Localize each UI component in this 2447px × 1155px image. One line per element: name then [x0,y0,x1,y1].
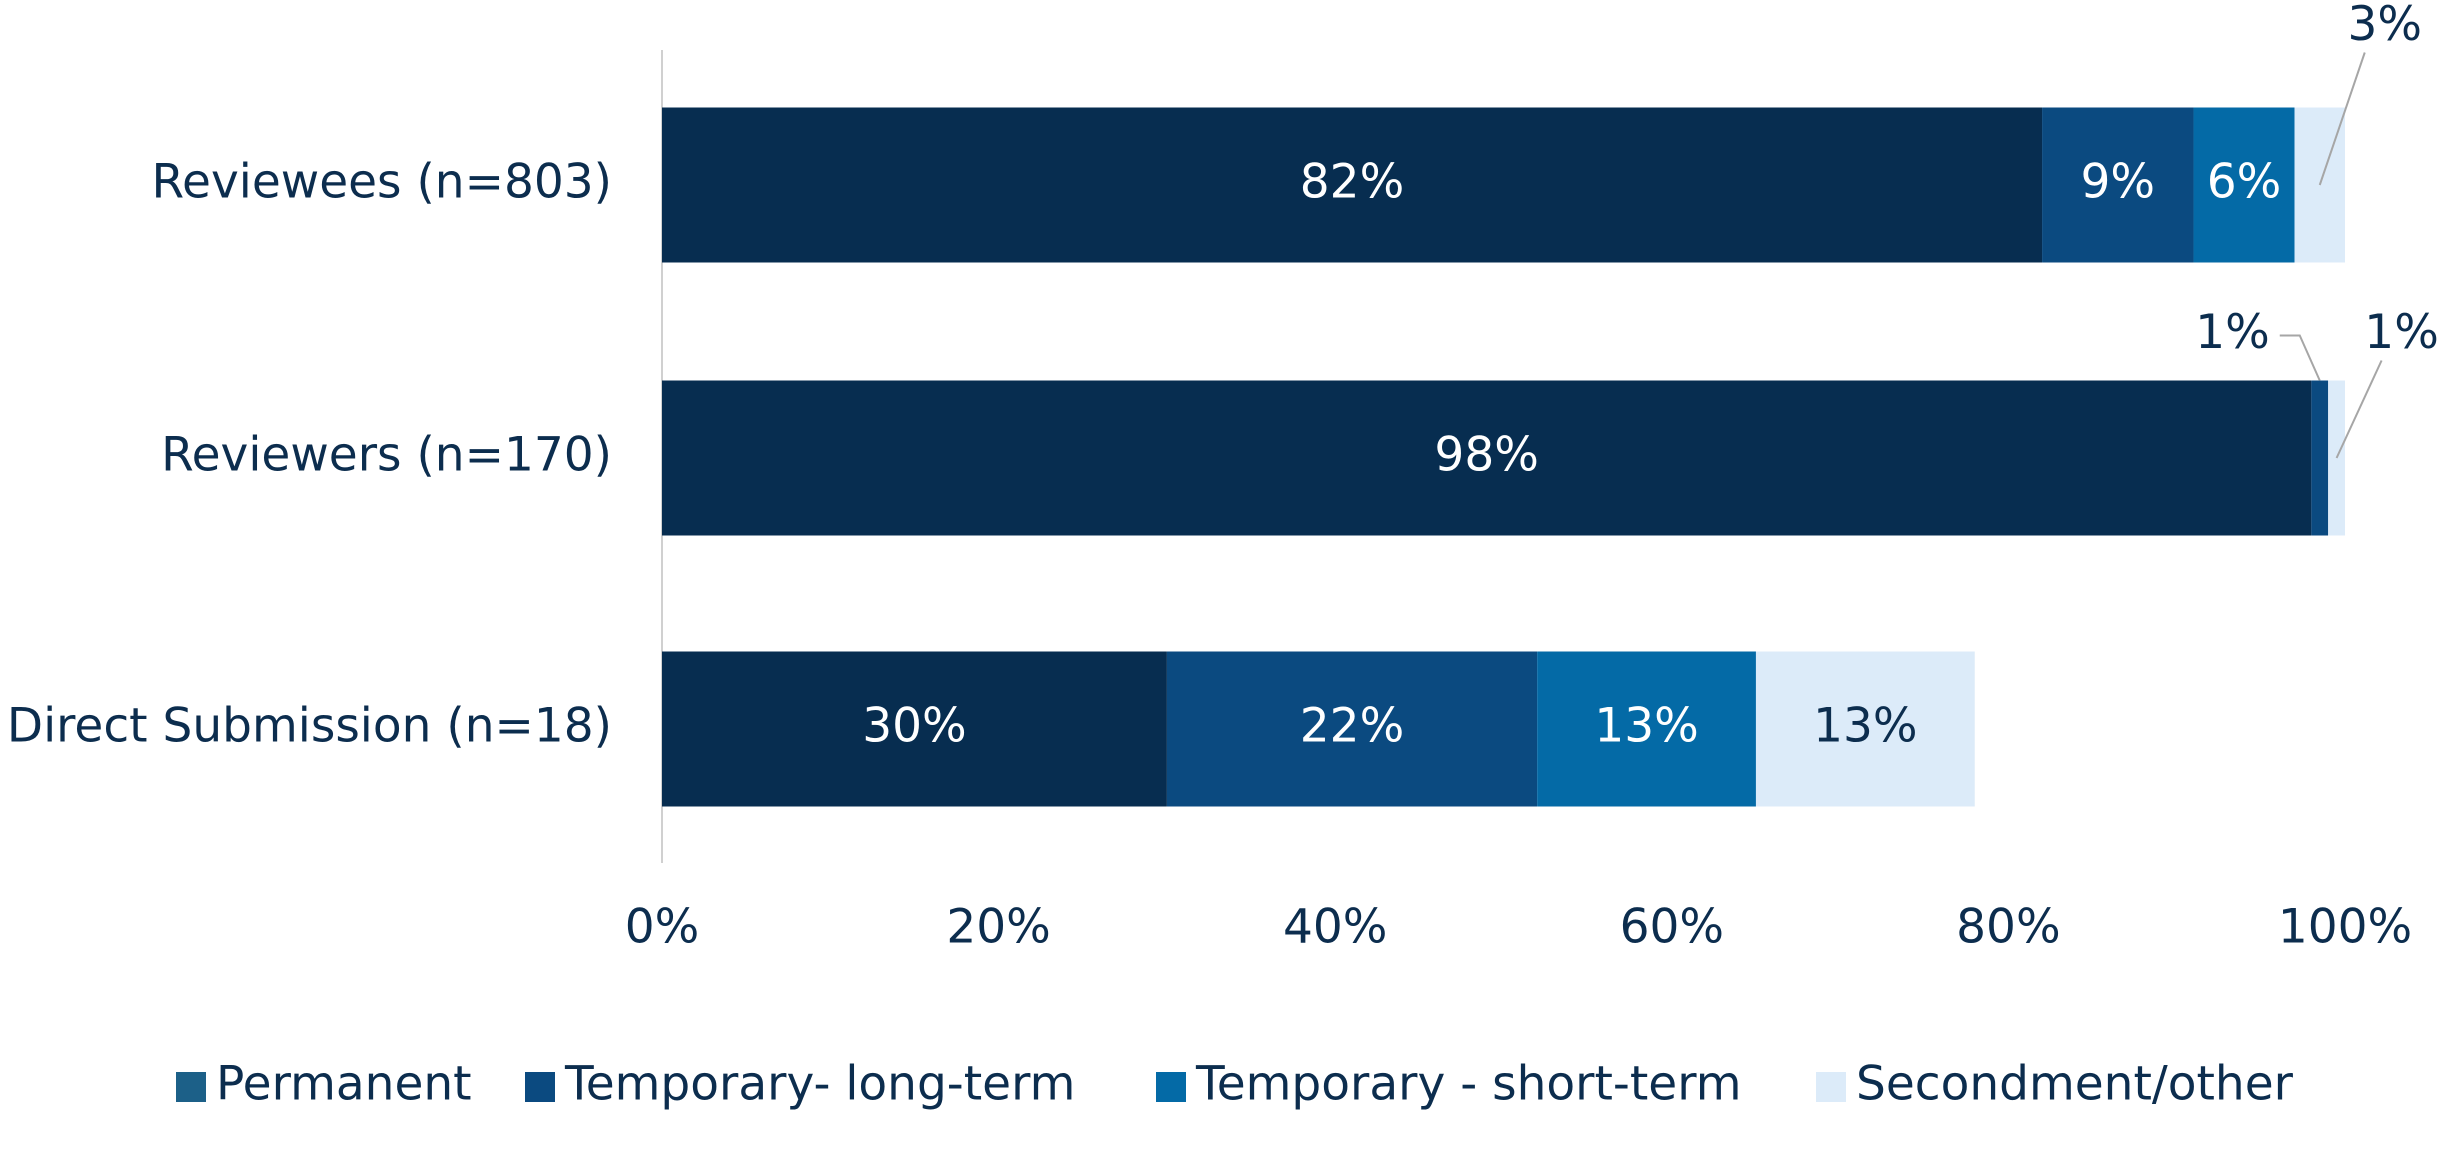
data-label: 13% [1813,699,1917,754]
data-label: 82% [1300,155,1404,210]
bar-segment [1537,651,1756,807]
category-label: Reviewees (n=803) [152,155,613,210]
data-label: 98% [1434,428,1538,483]
leader-line [2279,334,2321,381]
data-label: 6% [2207,155,2282,210]
bar-segment [662,380,2312,536]
category-label: Reviewers (n=170) [161,428,612,483]
x-tick-label: 20% [946,900,1050,955]
legend-swatch [176,1072,206,1102]
x-tick-label: 60% [1620,900,1724,955]
leader-line [2318,52,2366,186]
x-tick-label: 80% [1956,900,2060,955]
legend-label: Temporary - short-term [1195,1057,1741,1112]
data-label: 13% [1594,699,1698,754]
legend-label: Temporary- long-term [564,1057,1075,1112]
bar-segment [1166,651,1538,807]
data-label: 22% [1300,699,1404,754]
legend-label: Secondment/other [1856,1057,2294,1112]
bar-segment [2042,107,2194,263]
bar-segment [2311,380,2329,536]
legend-swatch [1156,1072,1186,1102]
legend-swatch [1816,1072,1846,1102]
bar-segment [1755,651,1975,807]
data-label: 30% [862,699,966,754]
bar-segment [2193,107,2295,263]
bar-segment [662,107,2043,263]
leader-line [2335,360,2383,459]
bar-segment [662,651,1167,807]
data-label: 3% [2347,0,2422,52]
data-label: 9% [2081,155,2156,210]
category-label: Direct Submission (n=18) [7,699,612,754]
legend-label: Permanent [216,1057,472,1112]
legend-swatch [525,1072,555,1102]
x-tick-label: 0% [625,900,700,955]
x-tick-label: 100% [2278,900,2412,955]
data-label: 1% [2364,305,2439,360]
data-label: 1% [2195,305,2270,360]
x-tick-label: 40% [1283,900,1387,955]
